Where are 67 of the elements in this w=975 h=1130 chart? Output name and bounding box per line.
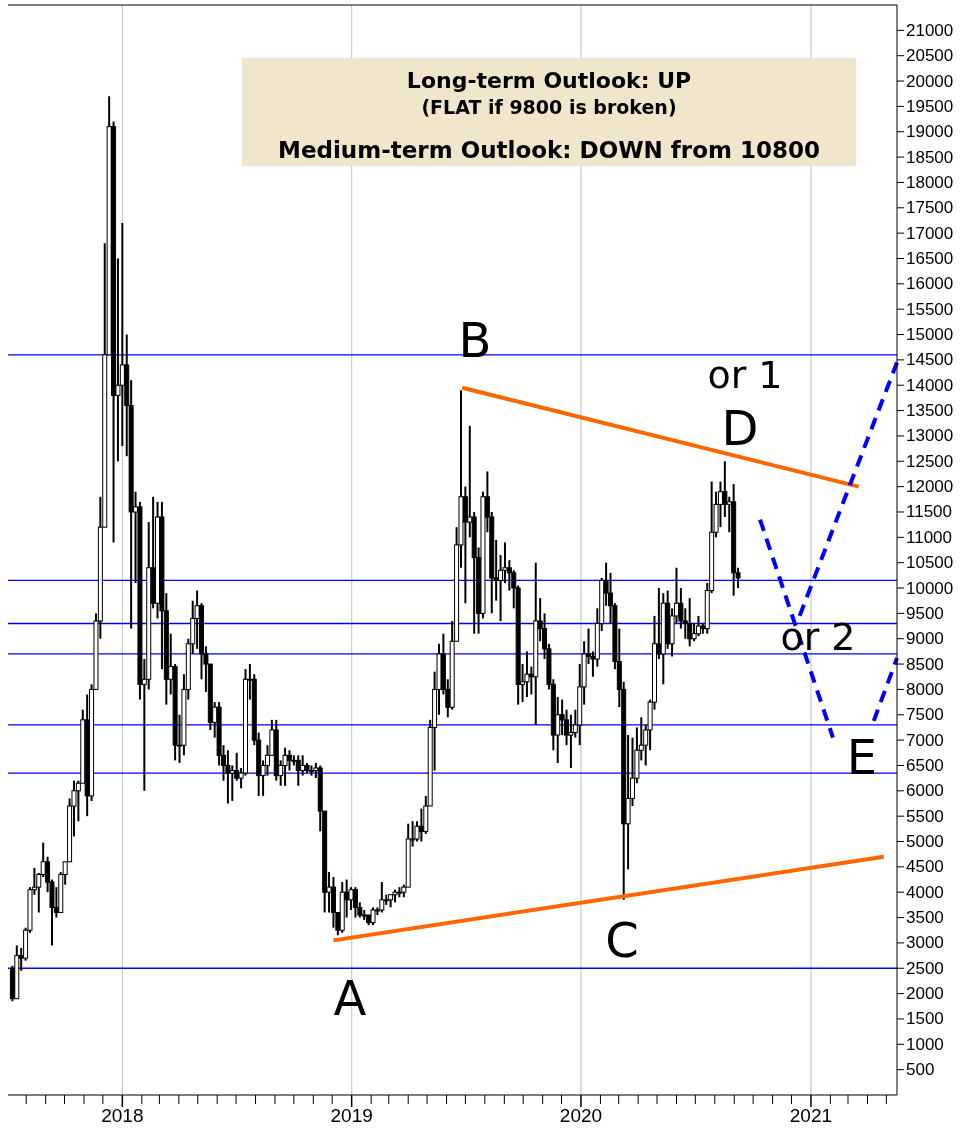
y-tick-label: 18500 [906,147,954,167]
candlestick [282,746,288,787]
candlestick [524,650,530,699]
y-tick-label: 8500 [906,654,944,674]
x-tick-label: 2020 [559,1104,603,1126]
y-tick-label: 16000 [906,274,954,294]
y-tick-label: 9500 [906,603,944,623]
annotation: D [721,400,759,456]
y-tick-label: 20000 [906,71,954,91]
x-tick-label: 2019 [330,1104,373,1126]
y-tick-label: 2500 [906,958,944,978]
x-tick-label: 2021 [789,1104,833,1126]
annotation: Medium-term Outlook: DOWN from 10800 [278,137,820,163]
y-tick-label: 6500 [906,755,944,775]
y-tick-label: 19500 [906,96,954,116]
y-tick-label: 4000 [906,882,944,902]
y-tick-label: 1000 [906,1034,944,1054]
y-tick-label: 12000 [906,477,954,497]
y-tick-label: 16500 [906,248,954,268]
y-tick-label: 21000 [906,20,954,40]
y-tick-label: 20500 [906,46,954,66]
annotation: C [605,912,639,968]
y-tick-label: 3500 [906,908,944,928]
annotation: E [846,729,878,785]
y-tick-label: 13000 [906,426,954,446]
y-tick-label: 17500 [906,198,954,218]
annotation: A [333,970,367,1026]
candlestick [225,749,231,805]
y-tick-label: 11500 [906,502,953,522]
y-tick-label: 10000 [906,578,954,598]
y-tick-label: 7500 [906,705,944,725]
y-tick-label: 3000 [906,933,944,953]
y-tick-label: 1500 [906,1009,944,1029]
candlestick [286,749,292,772]
y-tick-label: 5500 [906,806,944,826]
y-tick-label: 11000 [906,527,953,547]
candlestick [568,713,574,769]
y-tick-label: 7000 [906,730,944,750]
y-tick-label: 14500 [906,350,954,370]
y-tick-label: 19000 [906,122,954,142]
candlestick [687,597,693,648]
annotation: or 1 [707,353,783,397]
candlestick [695,614,701,638]
candlestick [379,881,385,914]
candlestick [229,764,235,802]
annotation: B [458,312,492,368]
x-tick-label: 2018 [101,1104,144,1126]
y-tick-label: 4500 [906,857,944,877]
candlestick [308,764,314,777]
candlestick [352,886,358,919]
y-tick-label: 5000 [906,832,944,852]
annotation: Long-term Outlook: UP [406,67,692,93]
y-tick-label: 13500 [906,401,954,421]
y-tick-label: 9000 [906,629,944,649]
annotation: (FLAT if 9800 is broken) [421,96,677,118]
y-tick-label: 2000 [906,984,944,1004]
y-tick-label: 12500 [906,451,954,471]
annotation: or 2 [780,615,856,659]
y-tick-label: 17000 [906,223,954,243]
y-tick-label: 14000 [906,375,954,395]
y-tick-label: 10500 [906,553,954,573]
y-tick-label: 6000 [906,781,944,801]
y-tick-label: 15000 [906,325,954,345]
y-tick-label: 15500 [906,299,954,319]
y-tick-label: 8000 [906,679,944,699]
y-tick-label: 18000 [906,172,954,192]
y-tick-label: 500 [906,1060,935,1080]
